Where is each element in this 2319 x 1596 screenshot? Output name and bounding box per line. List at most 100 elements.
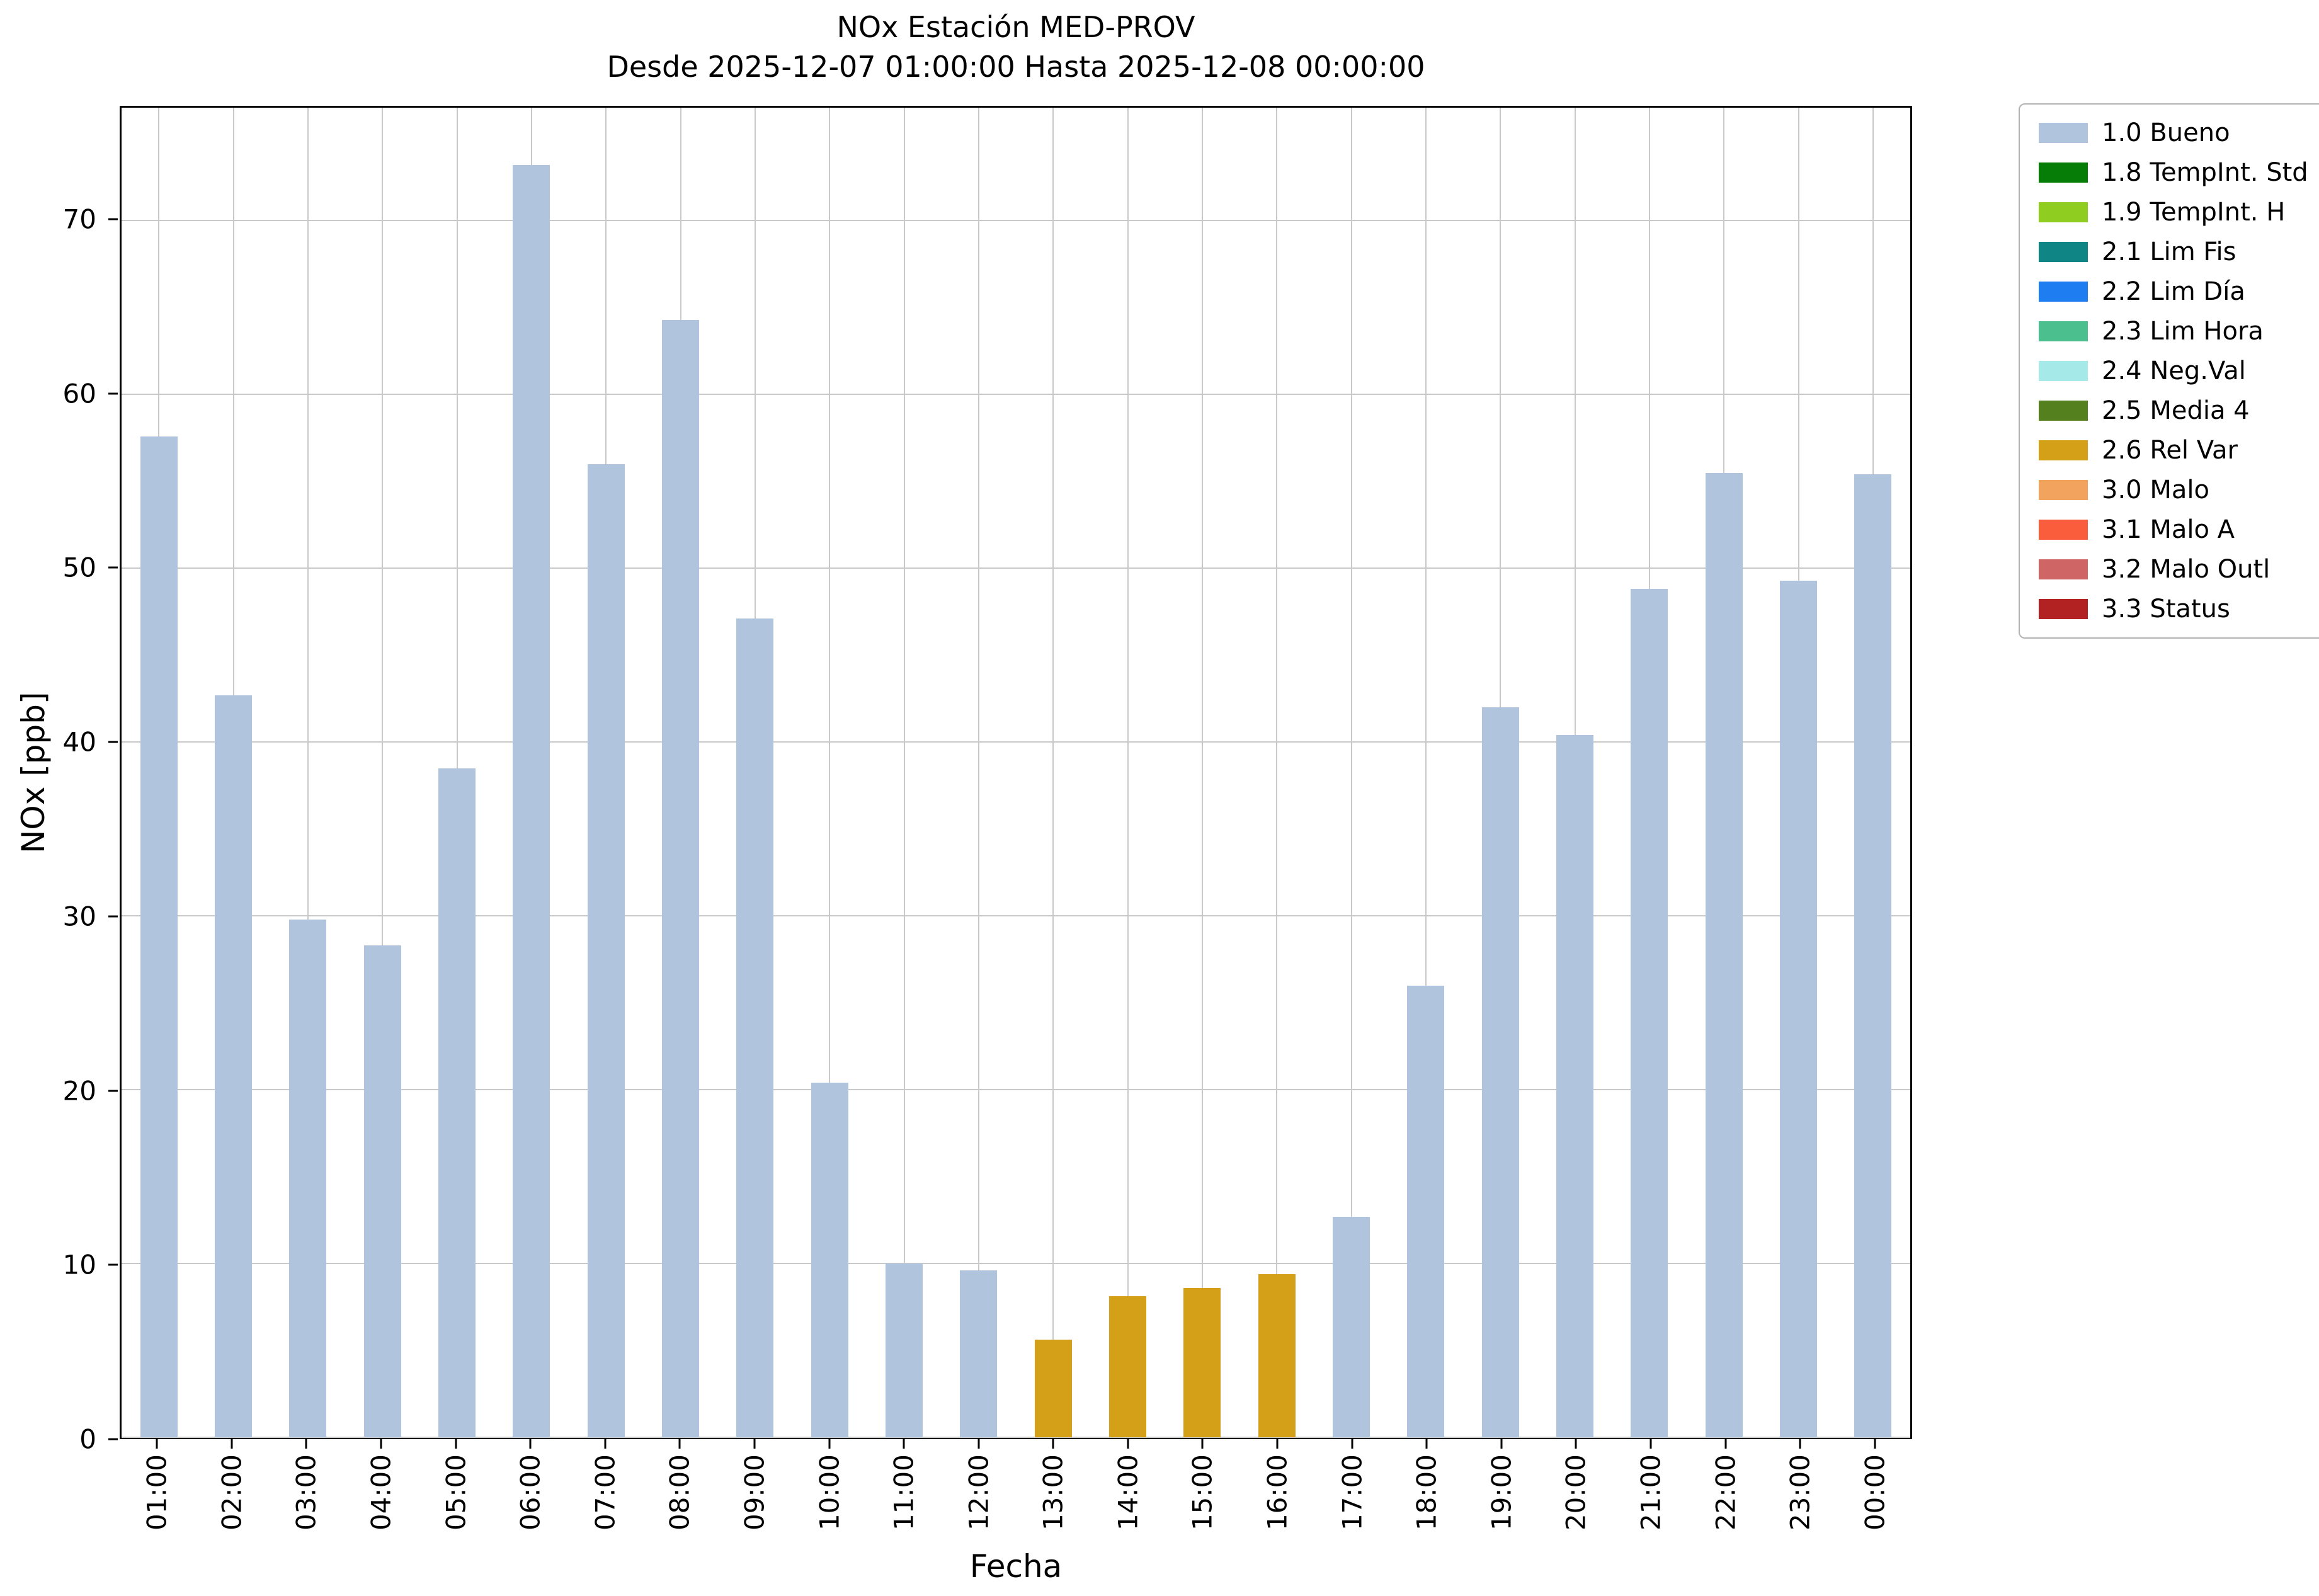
gridline-vertical [829, 108, 831, 1437]
x-tick-label-wrap: 09:00 [739, 1454, 770, 1530]
legend-swatch [2039, 123, 2088, 143]
x-tick-mark [455, 1439, 457, 1449]
x-tick-label-wrap: 18:00 [1411, 1454, 1442, 1530]
x-tick-label: 13:00 [1037, 1454, 1069, 1531]
x-tick-mark [828, 1439, 831, 1449]
legend-item: 3.2 Malo Outl [2039, 555, 2308, 584]
bar [214, 695, 253, 1437]
legend-label: 3.0 Malo [2102, 476, 2209, 504]
x-tick-label: 00:00 [1859, 1454, 1891, 1531]
legend-swatch [2039, 282, 2088, 302]
legend-item: 2.6 Rel Var [2039, 436, 2308, 465]
legend-item: 2.2 Lim Día [2039, 277, 2308, 306]
x-axis-label: Fecha [969, 1548, 1063, 1585]
y-tick-mark [108, 915, 118, 918]
legend-item: 3.0 Malo [2039, 476, 2308, 504]
x-tick-label-wrap: 03:00 [291, 1454, 322, 1530]
x-tick-label-wrap: 23:00 [1785, 1454, 1816, 1530]
gridline-horizontal [122, 1263, 1910, 1265]
y-tick-label: 50 [62, 552, 96, 583]
legend-swatch [2039, 440, 2088, 460]
x-tick-label: 06:00 [515, 1454, 546, 1531]
x-tick-label-wrap: 01:00 [142, 1454, 173, 1530]
legend-label: 2.2 Lim Día [2102, 277, 2245, 306]
x-tick-label-wrap: 00:00 [1859, 1454, 1890, 1530]
gridline-vertical [977, 108, 979, 1437]
x-tick-label: 14:00 [1112, 1454, 1144, 1531]
x-tick-label: 21:00 [1635, 1454, 1667, 1531]
gridline-horizontal [122, 915, 1910, 917]
x-tick-mark [1650, 1439, 1652, 1449]
x-tick-label-wrap: 12:00 [963, 1454, 994, 1530]
gridline-horizontal [122, 220, 1910, 222]
gridline-vertical [1425, 108, 1427, 1437]
bar [736, 618, 774, 1437]
bar [1332, 1216, 1370, 1437]
x-tick-mark [156, 1439, 158, 1449]
y-tick-mark [108, 1090, 118, 1092]
plot-area [120, 106, 1912, 1439]
x-tick-label: 12:00 [963, 1454, 994, 1531]
x-tick-label-wrap: 02:00 [216, 1454, 247, 1530]
y-tick-label: 60 [62, 378, 96, 409]
x-tick-mark [1052, 1439, 1054, 1449]
x-tick-label-wrap: 16:00 [1262, 1454, 1293, 1530]
x-tick-mark [753, 1439, 756, 1449]
x-tick-label-wrap: 10:00 [814, 1454, 845, 1530]
x-tick-mark [380, 1439, 382, 1449]
legend-swatch [2039, 480, 2088, 500]
bar [960, 1270, 998, 1437]
x-tick-mark [1500, 1439, 1503, 1449]
x-tick-mark [678, 1439, 681, 1449]
gridline-horizontal [122, 741, 1910, 743]
legend-swatch [2039, 202, 2088, 222]
bar [1854, 474, 1892, 1437]
chart-title-block: NOx Estación MED-PROV Desde 2025-12-07 0… [120, 8, 1912, 88]
x-tick-label-wrap: 05:00 [440, 1454, 471, 1530]
x-tick-label-wrap: 22:00 [1710, 1454, 1741, 1530]
legend-label: 2.6 Rel Var [2102, 436, 2238, 465]
bar [513, 165, 550, 1437]
gridline-vertical [1276, 108, 1278, 1437]
legend-swatch [2039, 321, 2088, 341]
x-tick-mark [1874, 1439, 1876, 1449]
bar [1183, 1287, 1221, 1437]
x-tick-label-wrap: 11:00 [889, 1454, 920, 1530]
gridline-horizontal [122, 567, 1910, 569]
x-axis-ticks: 01:00 02:00 03:00 04:00 05:00 06:00 07:00 08:00… [120, 1439, 1912, 1562]
legend-label: 3.3 Status [2102, 595, 2230, 624]
legend-label: 2.5 Media 4 [2102, 396, 2250, 425]
y-tick-mark [108, 566, 118, 569]
legend-swatch [2039, 401, 2088, 421]
x-tick-label: 19:00 [1486, 1454, 1517, 1531]
gridline-horizontal [122, 1089, 1910, 1091]
x-tick-label: 07:00 [590, 1454, 621, 1531]
gridline-horizontal [122, 394, 1910, 396]
legend-label: 3.2 Malo Outl [2102, 555, 2271, 584]
x-tick-label: 22:00 [1710, 1454, 1741, 1531]
x-tick-mark [1799, 1439, 1801, 1449]
x-tick-label: 01:00 [141, 1454, 173, 1531]
bar [438, 768, 476, 1437]
x-tick-mark [1127, 1439, 1129, 1449]
y-tick-mark [108, 1263, 118, 1266]
legend-item: 1.8 TempInt. Std [2039, 158, 2308, 187]
x-tick-label: 03:00 [290, 1454, 322, 1531]
x-tick-mark [1724, 1439, 1727, 1449]
x-tick-mark [231, 1439, 233, 1449]
legend-swatch [2039, 520, 2088, 540]
x-tick-mark [977, 1439, 980, 1449]
bar [1556, 735, 1594, 1437]
y-tick-mark [108, 1438, 118, 1440]
x-tick-label-wrap: 08:00 [664, 1454, 695, 1530]
x-tick-label-wrap: 13:00 [1038, 1454, 1069, 1530]
gridline-vertical [1127, 108, 1129, 1437]
gridline-vertical [903, 108, 905, 1437]
bar [811, 1083, 848, 1437]
x-tick-label: 11:00 [888, 1454, 920, 1531]
gridline-vertical [1350, 108, 1352, 1437]
bar [1108, 1296, 1147, 1437]
gridline-vertical [1201, 108, 1203, 1437]
chart-title: NOx Estación MED-PROV [836, 10, 1195, 44]
y-axis-ticks: 0 10 20 30 40 50 60 70 [0, 106, 118, 1455]
